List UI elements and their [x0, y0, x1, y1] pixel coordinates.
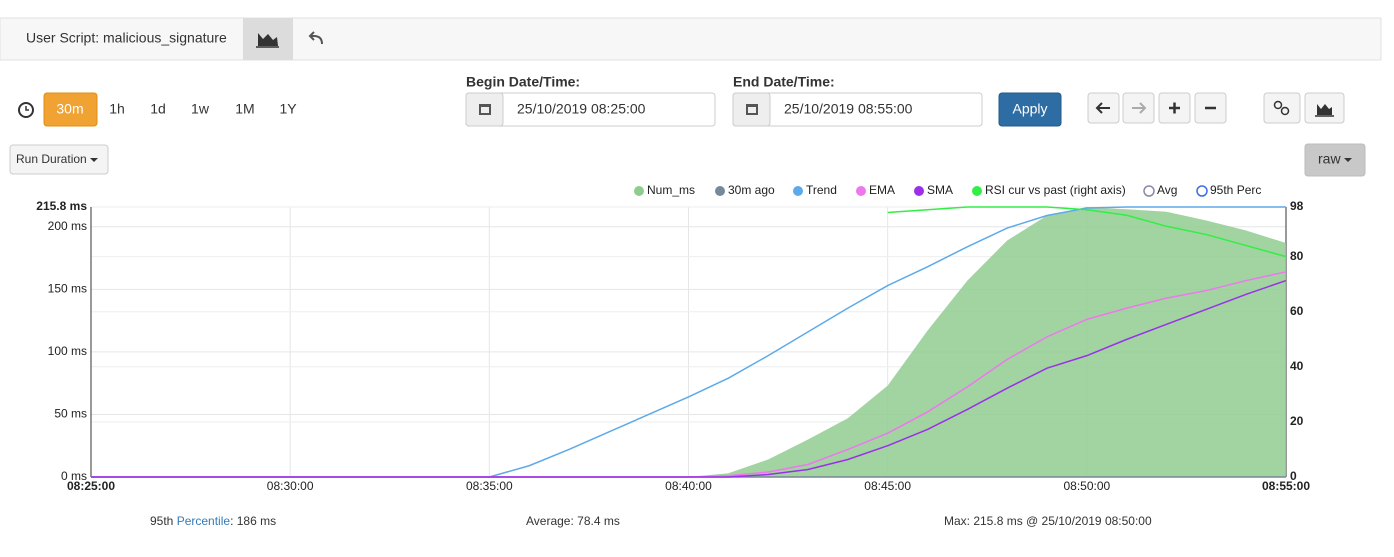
legend-label[interactable]: Num_ms [647, 183, 695, 197]
series-line [887, 206, 1287, 258]
legend-label[interactable]: Trend [806, 183, 837, 197]
percentile-link[interactable]: Percentile [177, 514, 231, 528]
range-button[interactable]: 1Y [279, 101, 297, 117]
x-tick-label: 08:45:00 [864, 479, 911, 493]
caret [1344, 158, 1352, 162]
begin-value: 25/10/2019 08:25:00 [517, 101, 646, 117]
percentile-prefix: 95th [150, 514, 173, 528]
percentile-suffix: : 186 ms [230, 514, 276, 528]
range-button[interactable]: 1w [191, 101, 210, 117]
clock-icon [18, 102, 34, 118]
percentile-footer: 95th Percentile: 186 ms [150, 514, 276, 528]
undo-button[interactable] [308, 31, 323, 45]
legend-label[interactable]: RSI cur vs past (right axis) [985, 183, 1126, 197]
nav-buttons[interactable] [1087, 92, 1345, 124]
average-footer: Average: 78.4 ms [526, 514, 620, 528]
max-footer: Max: 215.8 ms @ 25/10/2019 08:50:00 [944, 514, 1152, 528]
y-tick-label: 0 ms [61, 469, 87, 483]
legend-marker[interactable] [715, 186, 725, 196]
legend-marker[interactable] [793, 186, 803, 196]
x-tick-label: 08:30:00 [267, 479, 314, 493]
run-duration-button[interactable] [9, 144, 109, 175]
mode-button[interactable] [1304, 143, 1366, 177]
x-tick-label: 08:25:00 [67, 479, 115, 493]
y2-tick-label: 40 [1290, 359, 1304, 373]
begin-label: Begin Date/Time: [466, 74, 580, 90]
y2-tick-label: 0 [1290, 469, 1297, 483]
chart-view-tab[interactable] [243, 18, 293, 60]
apply-label: Apply [1012, 101, 1047, 117]
caret [90, 158, 98, 162]
mode-label: raw [1318, 151, 1341, 167]
run-duration-label: Run Duration [16, 152, 87, 166]
legend-label[interactable]: 95th Perc [1210, 183, 1261, 197]
area [91, 207, 1286, 477]
end-label: End Date/Time: [733, 74, 835, 90]
y2-tick-label: 80 [1290, 249, 1304, 263]
end-input[interactable] [732, 92, 983, 127]
legend-marker[interactable] [914, 186, 924, 196]
script-title: User Script: malicious_signature [26, 30, 227, 46]
y2-tick-label: 98 [1290, 199, 1304, 213]
x-tick-label: 08:50:00 [1063, 479, 1110, 493]
range-active[interactable] [43, 92, 98, 127]
series-line [91, 279, 1287, 478]
range-button[interactable]: 30m [56, 101, 83, 117]
x-tick-label: 08:35:00 [466, 479, 513, 493]
legend-marker[interactable] [634, 186, 644, 196]
end-value: 25/10/2019 08:55:00 [784, 101, 913, 117]
range-button[interactable]: 1d [150, 101, 166, 117]
begin-input[interactable] [465, 92, 716, 127]
y2-tick-label: 20 [1290, 414, 1304, 428]
apply-button[interactable] [998, 92, 1062, 127]
legend-label[interactable]: 30m ago [728, 183, 775, 197]
toolbar [0, 17, 1382, 61]
legend-label[interactable]: SMA [927, 183, 953, 197]
x-tick-label: 08:55:00 [1262, 479, 1310, 493]
legend-marker[interactable] [856, 186, 866, 196]
legend-marker[interactable] [972, 186, 982, 196]
y2-tick-label: 60 [1290, 304, 1304, 318]
y-tick-label: 100 ms [48, 344, 87, 358]
y-tick-label: 150 ms [48, 281, 87, 295]
legend-label[interactable]: EMA [869, 183, 895, 197]
legend-marker[interactable] [1196, 185, 1208, 197]
y-tick-label: 50 ms [54, 407, 87, 421]
legend-label[interactable]: Avg [1157, 183, 1177, 197]
range-button[interactable]: 1M [235, 101, 254, 117]
y-tick-label: 200 ms [48, 219, 87, 233]
range-button[interactable]: 1h [109, 101, 125, 117]
y-tick-label: 215.8 ms [36, 199, 87, 213]
legend-marker[interactable] [1143, 185, 1155, 197]
x-tick-label: 08:40:00 [665, 479, 712, 493]
